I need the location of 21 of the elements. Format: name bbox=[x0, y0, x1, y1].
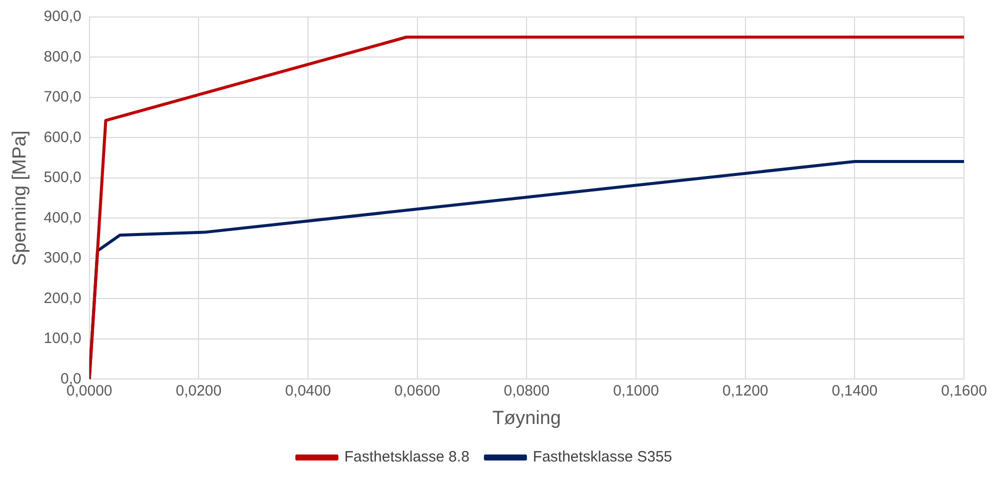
legend-label: Fasthetsklasse S355 bbox=[532, 448, 672, 466]
y-tick-label: 100,0 bbox=[44, 330, 82, 348]
y-axis-title: Spenning [MPa] bbox=[10, 130, 31, 266]
y-tick-label: 500,0 bbox=[44, 169, 82, 186]
x-tick-label: 0,0400 bbox=[285, 382, 331, 400]
x-tick-label: 0,1000 bbox=[613, 382, 659, 400]
x-tick-label: 0,0600 bbox=[394, 382, 440, 400]
y-tick-label: 400,0 bbox=[44, 209, 82, 226]
y-tick-label: 800,0 bbox=[44, 48, 82, 66]
x-tick-label: 0,1600 bbox=[941, 382, 987, 400]
y-tick-label: 200,0 bbox=[44, 290, 82, 307]
y-tick-label: 300,0 bbox=[44, 250, 82, 267]
x-axis-title: Tøyning bbox=[492, 408, 561, 429]
x-tick-label: 0,0200 bbox=[176, 382, 222, 400]
x-tick-label: 0,1200 bbox=[722, 382, 768, 400]
legend-label: Fasthetsklasse 8.8 bbox=[344, 448, 470, 466]
y-tick-label: 900,0 bbox=[44, 8, 82, 26]
y-tick-label: 700,0 bbox=[44, 88, 82, 106]
x-tick-label: 0,1400 bbox=[832, 382, 878, 400]
x-tick-label: 0,0800 bbox=[504, 382, 550, 400]
y-tick-label: 600,0 bbox=[44, 128, 82, 146]
